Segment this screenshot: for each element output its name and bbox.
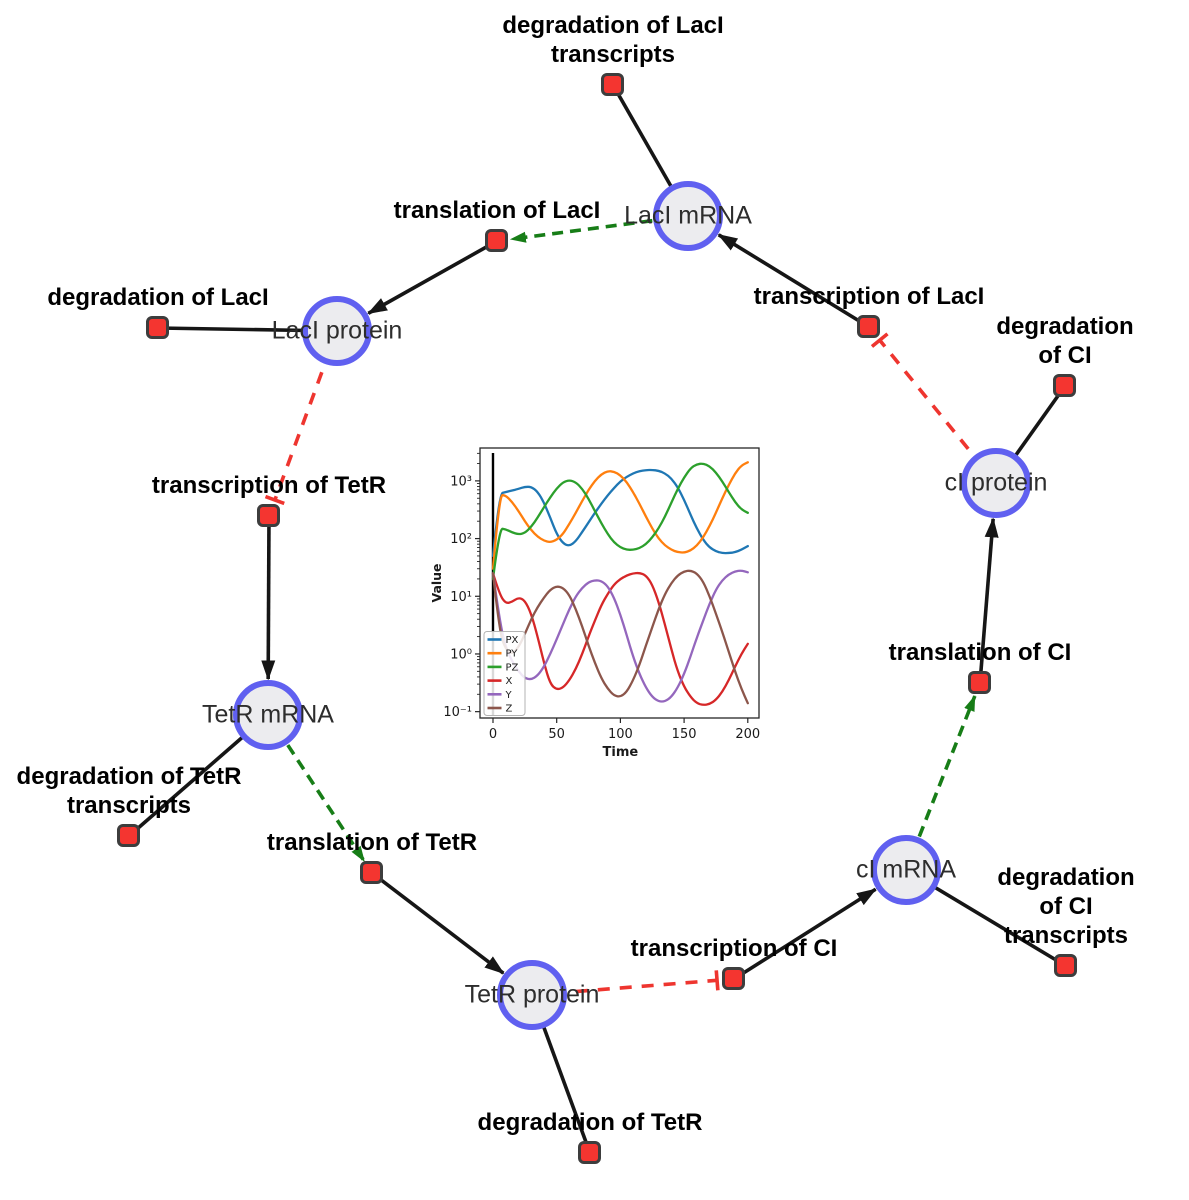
reaction-node-txn_laci[interactable] [857, 315, 880, 338]
plot-background [435, 432, 780, 767]
edge-laci_mrna-transl_laci-activation [509, 214, 689, 243]
x-tick-label: 100 [608, 727, 633, 742]
y-tick-label: 10² [450, 532, 472, 547]
y-tick-label: 10⁻¹ [443, 705, 472, 720]
x-tick-label: 200 [735, 727, 760, 742]
x-tick-label: 50 [548, 727, 565, 742]
reaction-label-deg_tetr_tx: degradation of TetR transcripts [16, 763, 242, 819]
legend-label-X: X [506, 676, 513, 687]
reaction-label-txn_laci: transcription of LacI [753, 283, 985, 310]
reaction-node-deg_laci_tx[interactable] [601, 73, 624, 96]
series-line-Y [491, 569, 749, 703]
reaction-node-txn_tetr[interactable] [257, 504, 280, 527]
series-line-Z [491, 569, 749, 705]
reaction-node-transl_ci[interactable] [968, 671, 991, 694]
reaction-label-txn_ci: transcription of CI [630, 935, 838, 962]
edge-transl_ci-ci_protein-production [978, 517, 999, 684]
species-node-laci_mrna[interactable] [653, 181, 723, 251]
reaction-label-txn_tetr: transcription of TetR [151, 472, 387, 499]
x-axis-title: Time [603, 745, 639, 760]
reaction-label-transl_tetr: translation of TetR [266, 829, 478, 856]
edge-txn_ci-ci_mrna-production [733, 887, 877, 981]
reaction-node-deg_tetr[interactable] [578, 1141, 601, 1164]
species-node-ci_protein[interactable] [961, 448, 1031, 518]
species-node-ci_mrna[interactable] [871, 835, 941, 905]
reaction-node-txn_ci[interactable] [722, 967, 745, 990]
legend-label-Z: Z [506, 704, 513, 715]
y-tick-label: 10⁰ [450, 647, 472, 662]
x-tick-label: 150 [672, 727, 697, 742]
y-tick-label: 10¹ [450, 590, 472, 605]
series-line-PX [491, 468, 749, 558]
species-label-ci_protein: cI protein [944, 468, 1048, 497]
reaction-label-deg_tetr: degradation of TetR [477, 1109, 703, 1136]
edge-ci_mrna-transl_ci-activation [904, 695, 977, 871]
legend-label-PX: PX [506, 635, 519, 646]
species-node-laci_protein[interactable] [302, 296, 372, 366]
reaction-label-transl_laci: translation of LacI [393, 197, 601, 224]
edge-transl_laci-laci_protein-production [367, 239, 498, 315]
x-tick-label: 0 [489, 727, 497, 742]
species-label-tetr_protein: TetR protein [464, 980, 600, 1009]
reaction-node-deg_tetr_tx[interactable] [117, 824, 140, 847]
axes-spines [479, 447, 760, 719]
species-label-ci_mrna: cI mRNA [856, 855, 956, 884]
reaction-node-transl_tetr[interactable] [360, 861, 383, 884]
species-node-tetr_mrna[interactable] [233, 680, 303, 750]
reaction-label-transl_ci: translation of CI [888, 639, 1072, 666]
series-line-PY [491, 461, 749, 570]
legend-box [483, 631, 526, 716]
reaction-node-deg_ci[interactable] [1053, 374, 1076, 397]
reaction-label-deg_ci_tx: degradation of CI transcripts [997, 864, 1135, 949]
y-axis-title: Value [429, 563, 444, 602]
edge-txn_tetr-tetr_mrna-production [261, 515, 276, 681]
reaction-node-deg_laci[interactable] [146, 316, 169, 339]
species-node-tetr_protein[interactable] [497, 960, 567, 1030]
y-tick-label: 10³ [450, 474, 472, 489]
legend-label-PY: PY [506, 649, 519, 660]
series-line-X [491, 571, 749, 706]
reaction-label-deg_laci: degradation of LacI [47, 284, 269, 311]
reaction-label-deg_ci: degradation of CI [996, 313, 1134, 369]
edge-transl_tetr-tetr_protein-production [370, 871, 505, 975]
series-line-PZ [491, 462, 749, 581]
reaction-node-deg_ci_tx[interactable] [1054, 954, 1077, 977]
reaction-label-deg_laci_tx: degradation of LacI transcripts [502, 12, 724, 68]
species-label-laci_protein: LacI protein [271, 316, 403, 345]
edge-txn_laci-laci_mrna-production [717, 233, 870, 329]
legend-label-Y: Y [505, 690, 513, 701]
edge-tetr_mrna-transl_tetr-activation [266, 714, 366, 863]
species-label-laci_mrna: LacI mRNA [624, 201, 752, 230]
species-label-tetr_mrna: TetR mRNA [202, 700, 334, 729]
legend-label-PZ: PZ [506, 662, 519, 673]
reaction-node-transl_laci[interactable] [485, 229, 508, 252]
